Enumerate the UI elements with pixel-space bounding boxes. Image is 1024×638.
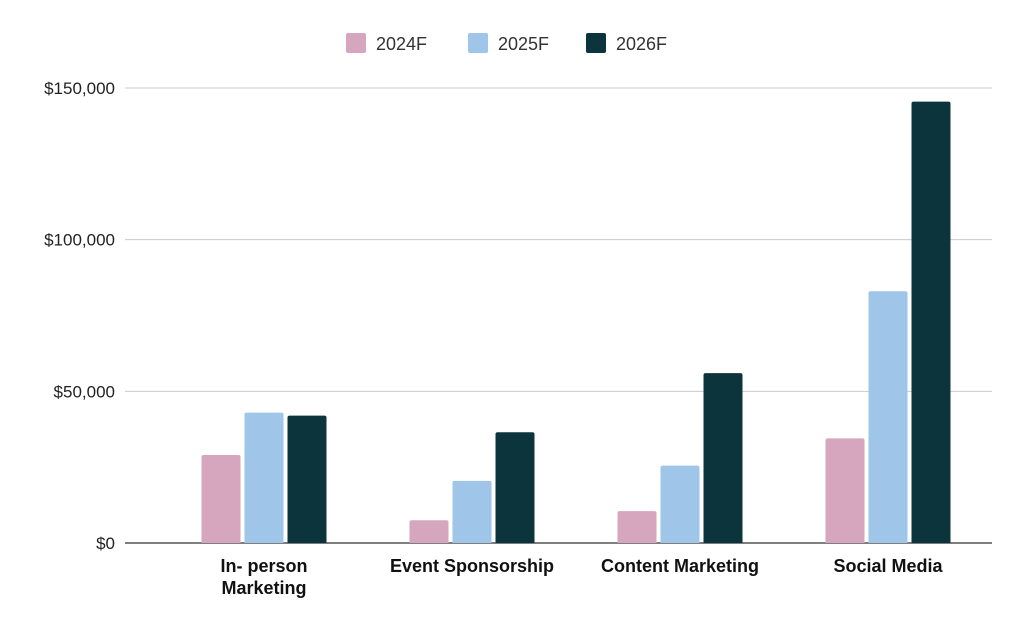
legend-label: 2026F (616, 34, 667, 54)
bar-2024F-0 (201, 455, 241, 543)
bar-2026F-2 (703, 373, 743, 543)
y-axis-tick-labels: $0 $50,000 $100,000 $150,000 (44, 79, 115, 553)
bar-2024F-2 (617, 511, 657, 543)
y-tick-label: $100,000 (44, 231, 115, 250)
y-tick-label: $150,000 (44, 79, 115, 98)
bar-2025F-1 (452, 480, 492, 543)
legend-item-2026F: 2026F (586, 33, 667, 54)
y-tick-label: $0 (96, 534, 115, 553)
legend-label: 2024F (376, 34, 427, 54)
legend-item-2025F: 2025F (468, 33, 549, 54)
y-tick-label: $50,000 (54, 382, 115, 401)
bar-2024F-3 (825, 438, 865, 543)
legend-label: 2025F (498, 34, 549, 54)
bar-2025F-2 (660, 465, 700, 543)
bar-2026F-1 (495, 432, 535, 543)
bar-2026F-3 (911, 101, 951, 544)
legend: 2024F 2025F 2026F (346, 33, 667, 54)
bars (201, 101, 951, 544)
legend-swatch (468, 33, 488, 53)
x-category-label: Social Media (833, 556, 943, 576)
x-category-label: Marketing (221, 578, 306, 598)
legend-swatch (346, 33, 366, 53)
legend-swatch (586, 33, 606, 53)
bar-2025F-0 (244, 412, 284, 543)
legend-item-2024F: 2024F (346, 33, 427, 54)
bar-2026F-0 (287, 415, 327, 543)
bar-2024F-1 (409, 520, 449, 543)
x-category-label: Content Marketing (601, 556, 759, 576)
bar-2025F-3 (868, 291, 908, 543)
x-category-label: In- person (220, 556, 307, 576)
x-category-label: Event Sponsorship (390, 556, 554, 576)
